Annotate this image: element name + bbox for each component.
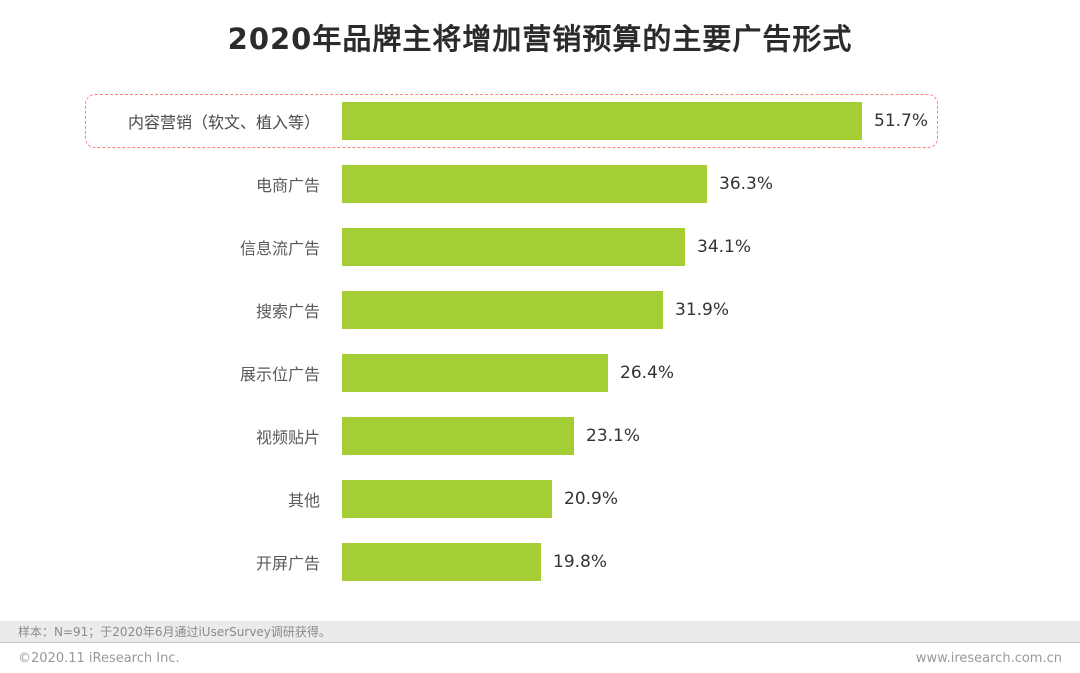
chart-row: 内容营销（软文、植入等） 51.7%: [0, 94, 1080, 148]
bar-zone: 36.3%: [342, 165, 1080, 203]
copyright-text: ©2020.11 iResearch Inc.: [18, 650, 180, 666]
website-text: www.iresearch.com.cn: [915, 650, 1062, 666]
chart-row: 开屏广告 19.8%: [0, 543, 1080, 581]
category-label: 内容营销（软文、植入等）: [127, 113, 320, 132]
bottom-bar: ©2020.11 iResearch Inc. www.iresearch.co…: [0, 642, 1080, 673]
chart-row: 展示位广告 26.4%: [0, 354, 1080, 392]
bar: [342, 480, 552, 518]
category-label: 其他: [287, 491, 320, 510]
chart-row: 信息流广告 34.1%: [0, 228, 1080, 266]
bar-zone: 34.1%: [342, 228, 1080, 266]
value-label: 36.3%: [719, 174, 774, 194]
sample-note: 样本：N=91；于2020年6月通过iUserSurvey调研获得。: [18, 625, 331, 639]
bar: [342, 165, 707, 203]
category-label: 搜索广告: [255, 302, 320, 321]
value-label: 51.7%: [874, 111, 929, 131]
header: 2020年品牌主将增加营销预算的主要广告形式: [0, 0, 1080, 58]
bar-zone: 23.1%: [342, 417, 1080, 455]
bar: [342, 354, 608, 392]
bar: [342, 228, 685, 266]
spacer: [0, 581, 1080, 621]
bar: [342, 102, 862, 140]
bar-zone: 19.8%: [342, 543, 1080, 581]
footnote-strip: 样本：N=91；于2020年6月通过iUserSurvey调研获得。: [0, 621, 1080, 642]
value-label: 26.4%: [620, 363, 675, 383]
chart-row: 其他 20.9%: [0, 480, 1080, 518]
bar-zone: 20.9%: [342, 480, 1080, 518]
category-label: 信息流广告: [239, 239, 320, 258]
chart-row: 电商广告 36.3%: [0, 165, 1080, 203]
category-label: 展示位广告: [239, 365, 320, 384]
bar-zone: 51.7%: [342, 102, 1080, 140]
chart-row: 搜索广告 31.9%: [0, 291, 1080, 329]
value-label: 19.8%: [553, 552, 608, 572]
category-label: 电商广告: [255, 176, 320, 195]
bar: [342, 417, 574, 455]
bar: [342, 291, 663, 329]
category-label: 开屏广告: [255, 554, 320, 573]
bar-zone: 31.9%: [342, 291, 1080, 329]
bar-zone: 26.4%: [342, 354, 1080, 392]
page-title: 2020年品牌主将增加营销预算的主要广告形式: [227, 22, 853, 56]
chart-row: 视频贴片 23.1%: [0, 417, 1080, 455]
bar: [342, 543, 541, 581]
value-label: 20.9%: [564, 489, 619, 509]
category-label: 视频贴片: [255, 428, 320, 447]
value-label: 23.1%: [586, 426, 641, 446]
value-label: 34.1%: [697, 237, 752, 257]
value-label: 31.9%: [675, 300, 730, 320]
chart-rows: 内容营销（软文、植入等） 51.7% 电商广告 36.3% 信息流广告 34.1…: [0, 94, 1080, 581]
